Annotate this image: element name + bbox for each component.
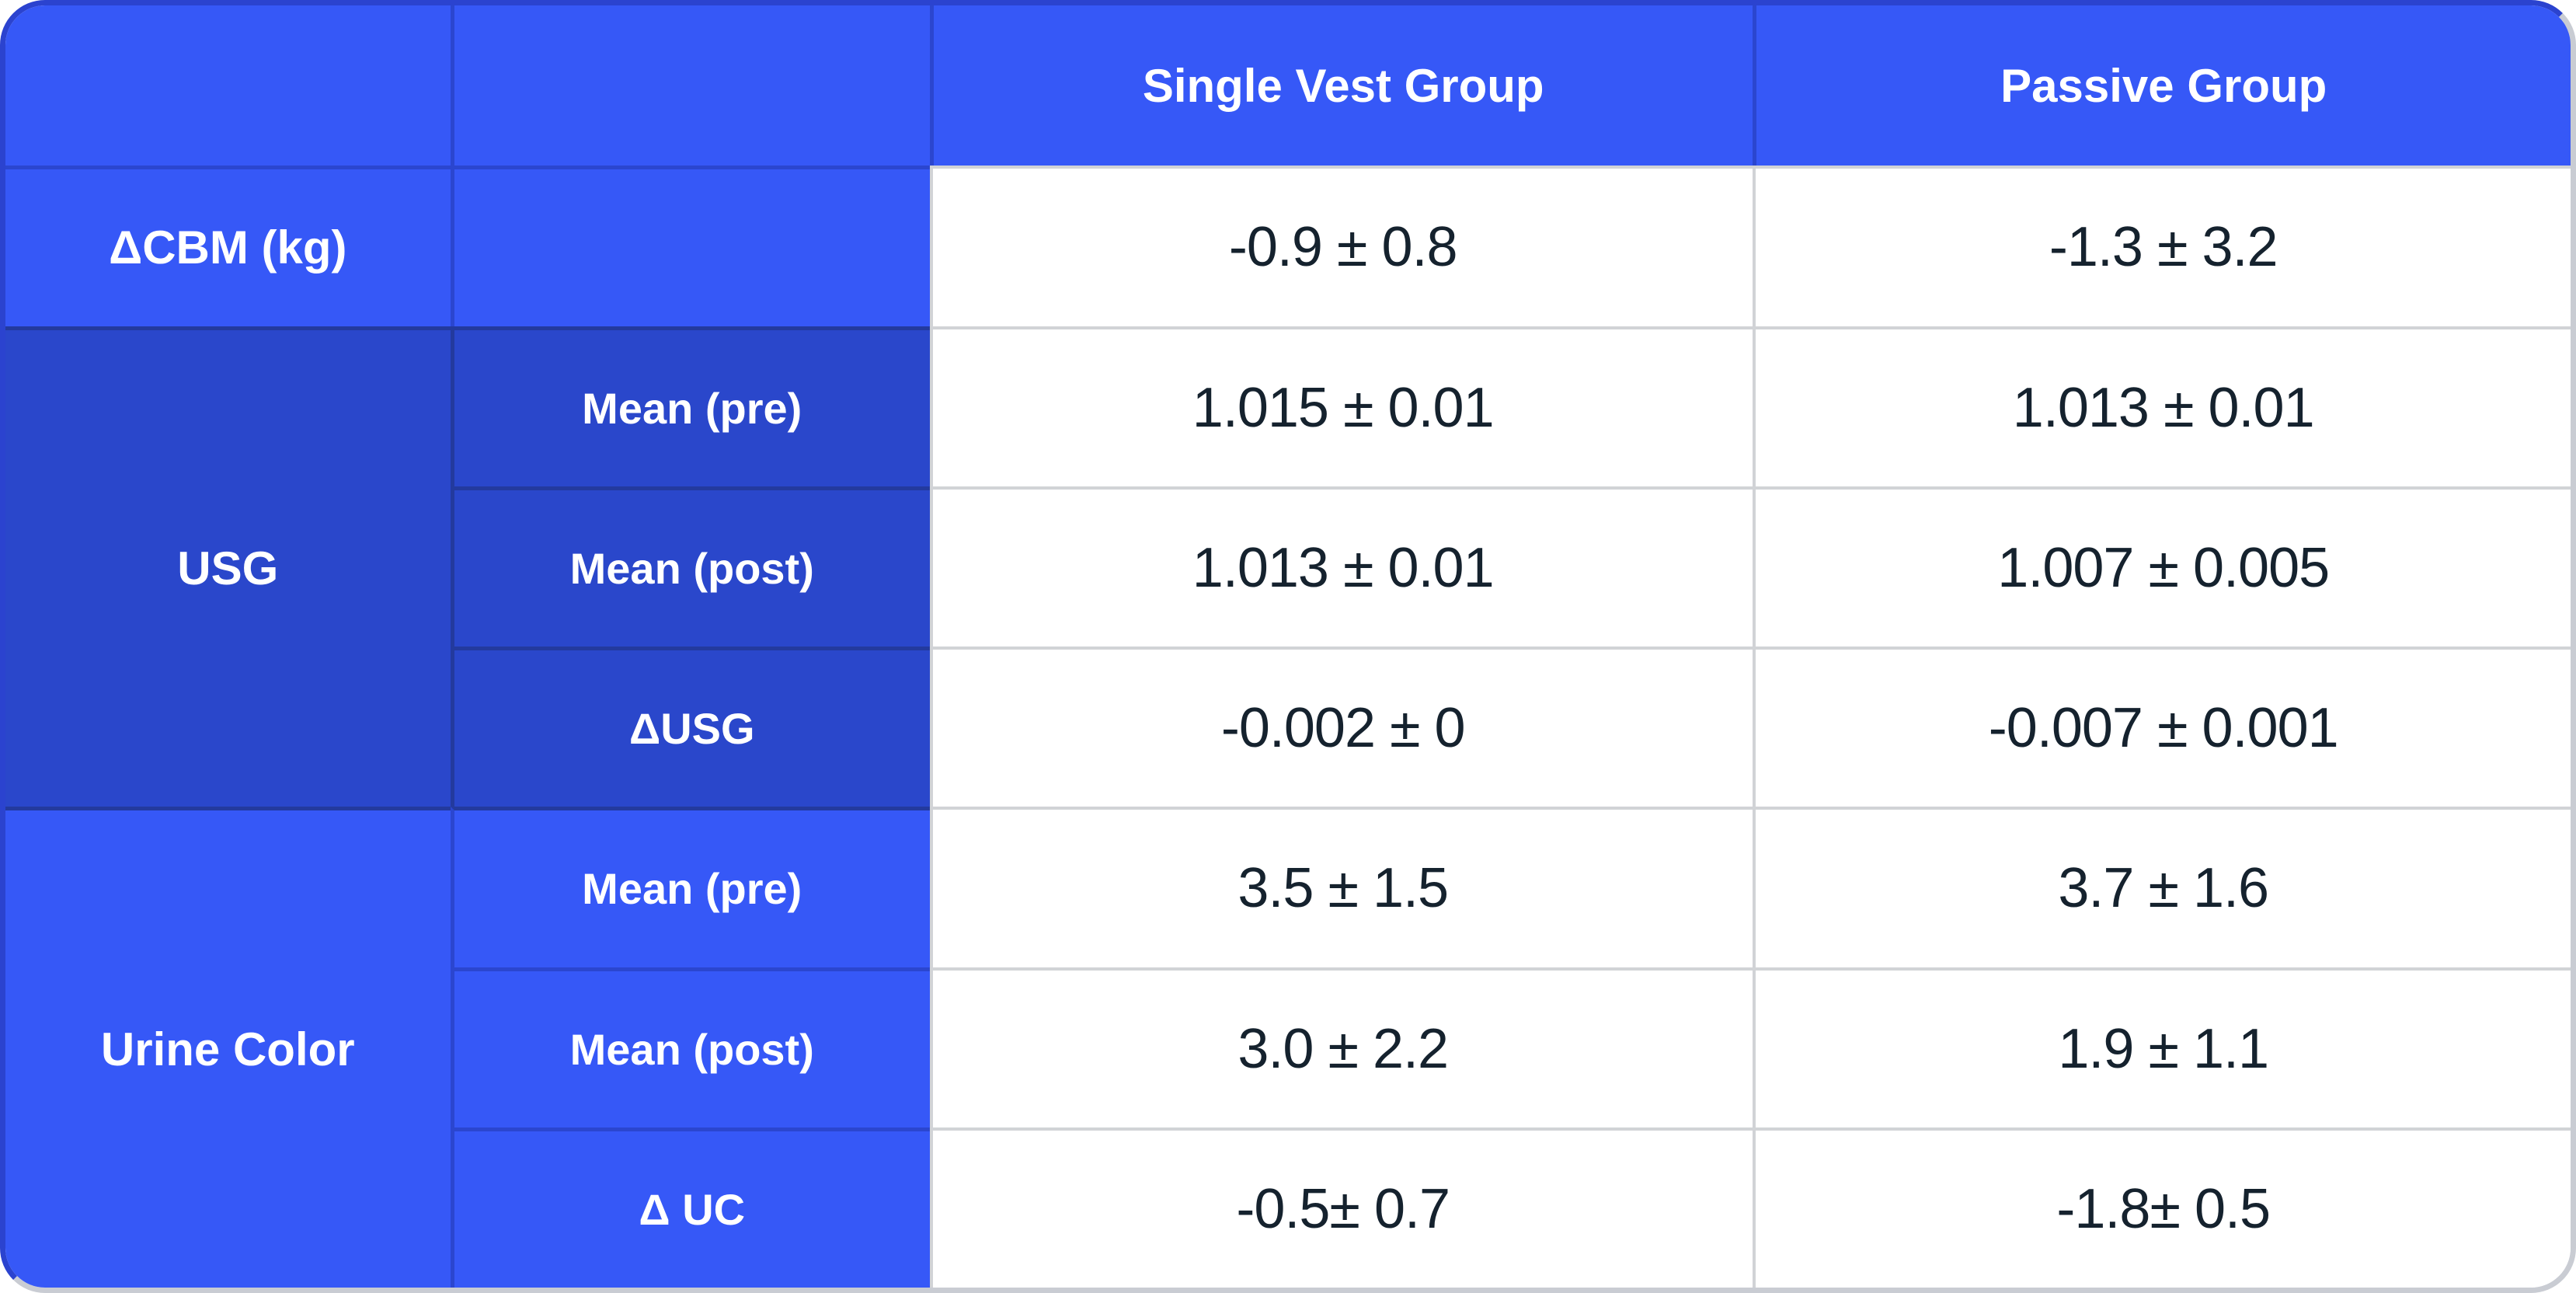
value-cell-usg-mean-post-single-vest: 1.013 ± 0.01: [929, 486, 1753, 646]
value-cell-urine-mean-pre-single-vest: 3.5 ± 1.5: [929, 807, 1753, 967]
value-cell-usg-mean-pre-passive: 1.013 ± 0.01: [1753, 326, 2571, 486]
header-subcolumn-cell: [450, 5, 930, 166]
row-sublabel-delta-usg: ΔUSG: [450, 646, 930, 807]
value-cell-urine-mean-post-single-vest: 3.0 ± 2.2: [929, 967, 1753, 1127]
value-cell-delta-usg-single-vest: -0.002 ± 0: [929, 646, 1753, 807]
row-sublabel-usg-mean-post: Mean (post): [450, 486, 930, 646]
header-corner-cell: [5, 5, 451, 166]
row-sublabel-usg-mean-pre: Mean (pre): [450, 326, 930, 486]
column-header-single-vest-group: Single Vest Group: [929, 5, 1753, 166]
row-sublabel-urine-mean-post: Mean (post): [450, 967, 930, 1127]
value-cell-cbm-passive: -1.3 ± 3.2: [1753, 166, 2571, 326]
row-group-label-usg: USG: [5, 326, 451, 807]
row-sublabel-cbm-empty: [450, 166, 930, 326]
value-cell-delta-uc-passive: -1.8± 0.5: [1753, 1127, 2571, 1288]
value-cell-usg-mean-pre-single-vest: 1.015 ± 0.01: [929, 326, 1753, 486]
value-cell-urine-mean-pre-passive: 3.7 ± 1.6: [1753, 807, 2571, 967]
column-header-passive-group: Passive Group: [1753, 5, 2571, 166]
value-cell-cbm-single-vest: -0.9 ± 0.8: [929, 166, 1753, 326]
row-group-label-cbm: ΔCBM (kg): [5, 166, 451, 326]
value-cell-usg-mean-post-passive: 1.007 ± 0.005: [1753, 486, 2571, 646]
value-cell-urine-mean-post-passive: 1.9 ± 1.1: [1753, 967, 2571, 1127]
row-sublabel-delta-uc: Δ UC: [450, 1127, 930, 1288]
value-cell-delta-usg-passive: -0.007 ± 0.001: [1753, 646, 2571, 807]
row-group-label-urine-color: Urine Color: [5, 807, 451, 1288]
value-cell-delta-uc-single-vest: -0.5± 0.7: [929, 1127, 1753, 1288]
row-sublabel-urine-mean-pre: Mean (pre): [450, 807, 930, 967]
